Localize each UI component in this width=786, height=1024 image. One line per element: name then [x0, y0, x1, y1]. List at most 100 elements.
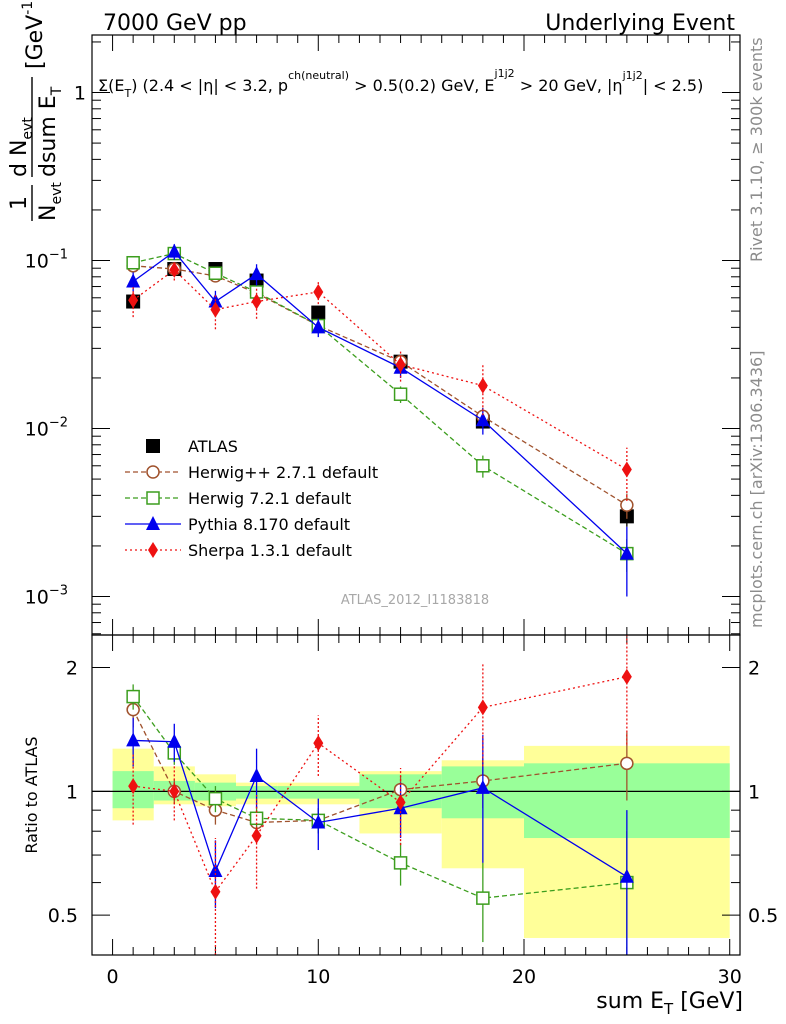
sherpa-marker [210, 301, 221, 318]
ylabel-dsum: dsum ET [36, 86, 65, 177]
ratio-pythia-marker [311, 814, 326, 829]
ratio-pythia-marker [619, 868, 634, 883]
y-tick-label: 1 [74, 83, 86, 105]
y-tick-base: 10 [25, 587, 49, 609]
ratio-pythia-marker [249, 767, 264, 782]
cut-j1j2-sup: j1j2 [494, 67, 515, 80]
ylabel-unit-close: ] [23, 0, 48, 1]
analysis-id: ATLAS_2012_I1183818 [341, 593, 489, 608]
sherpa-marker [477, 377, 488, 394]
y-tick-label: 10−2 [25, 416, 68, 441]
pythia-marker [249, 266, 264, 281]
ratio-frame [91, 634, 741, 956]
ylabel-dsum-text: dsum E [36, 95, 61, 177]
legend-item-herwig7: Herwig 7.2.1 default [125, 489, 351, 508]
ylabel-dn-sub: evt [20, 117, 36, 140]
cut-sigma: Σ [98, 76, 108, 95]
cut-ch-sup: ch(neutral) [288, 69, 349, 82]
legend-label-atlas: ATLAS [188, 437, 238, 456]
herwig7-line [133, 252, 628, 555]
legend-marker-atlas [146, 439, 160, 453]
y-tick-label: 10−3 [25, 584, 68, 609]
x-tick-label: 10 [306, 966, 330, 988]
y-tick-label: 10−1 [25, 248, 68, 273]
ratio-y-tick-label: 0.5 [48, 905, 78, 927]
legend-label-sherpa: Sherpa 1.3.1 default [188, 541, 352, 560]
herwig7-marker [126, 255, 140, 270]
ratio-pythia-marker [475, 779, 490, 794]
pythia-marker [311, 319, 326, 334]
ratio-sherpa-marker [251, 827, 262, 844]
ratio-panel: 0.5 0.51 12 20 10 20 30 [48, 634, 778, 988]
ratio-herwig7-marker [476, 891, 490, 905]
header-right: Underlying Event [545, 11, 735, 36]
ratio-herwig7-marker [126, 689, 140, 704]
ratio-herwig7-marker [208, 791, 223, 806]
cut-pt: > 0.5(0.2) GeV, E [349, 76, 495, 95]
cut-end: | < 2.5) [643, 76, 704, 95]
ylabel-dn-text: d N [7, 140, 32, 177]
legend-label-pythia: Pythia 8.170 default [188, 515, 350, 534]
series-sherpa [128, 260, 632, 502]
y-tick-base: 10 [25, 251, 49, 273]
cut-sub-t: T [123, 87, 131, 100]
x-axis-label: sum ET [GeV] [596, 989, 743, 1018]
ratio-pythia-marker [126, 732, 141, 747]
xlabel-sub: T [663, 1000, 674, 1018]
herwig7-marker [208, 266, 223, 280]
sherpa-marker [251, 293, 262, 310]
legend-item-pythia: Pythia 8.170 default [125, 515, 350, 534]
ratio-sherpa-marker [395, 794, 406, 811]
pythia-marker [167, 243, 182, 258]
ratio-herwig7-marker [249, 811, 264, 826]
ratio-herwig7-line [132, 696, 627, 899]
side-label-mcplots: mcplots.cern.ch [arXiv:1306.3436] [747, 351, 766, 628]
ylabel-unit: [GeV-1] [20, 0, 48, 69]
sherpa-marker [395, 356, 406, 373]
pythia-marker [126, 273, 141, 288]
ratio-sherpa-marker [128, 778, 139, 795]
legend-item-atlas: ATLAS [146, 437, 238, 456]
ylabel-dsum-sub: T [49, 86, 65, 96]
ratio-sherpa-marker [210, 883, 221, 900]
ratio-herwig7-marker [393, 856, 408, 870]
herwig7-marker [393, 387, 408, 401]
side-label-rivet: Rivet 3.1.10, ≥ 300k events [747, 37, 766, 262]
sherpa-line [132, 268, 628, 471]
legend-marker-herwig7 [146, 491, 160, 505]
ratio-y-tick-label-right: 1 [748, 781, 760, 803]
legend-marker-pythia [146, 516, 160, 530]
ylabel-one: 1 [7, 196, 32, 210]
xlabel-main: sum E [596, 989, 664, 1014]
ratio-sherpa-marker [169, 783, 180, 800]
legend-item-herwigpp: Herwig++ 2.7.1 default [125, 463, 378, 482]
pythia-marker [619, 545, 634, 560]
ratio-y-tick-label-right: 0.5 [748, 905, 778, 927]
pythia-marker [475, 412, 490, 427]
legend: ATLAS Herwig++ 2.7.1 default Herwig 7.2.1 … [125, 437, 378, 560]
cut-label: Σ(ET) (2.4 < |η| < 3.2, pch(neutral) > 0… [98, 67, 703, 100]
herwig7-marker [476, 459, 490, 473]
ratio-series-sherpa [128, 635, 632, 955]
y-axis-label-ratio: Ratio to ATLAS [22, 736, 41, 853]
y-tick-base: 10 [25, 419, 49, 441]
ratio-y-tick-label-right: 2 [748, 658, 760, 680]
ylabel-nevt-n: N [36, 205, 61, 221]
ylabel-unit-exp: -1 [20, 1, 36, 15]
pythia-line [132, 250, 628, 555]
ratio-sherpa-line [133, 676, 627, 894]
ratio-y-tick-label: 2 [66, 658, 78, 680]
legend-label-herwigpp: Herwig++ 2.7.1 default [188, 463, 378, 482]
ratio-sherpa-marker [313, 735, 324, 752]
cut-eta-range: ) (2.4 < |η| < 3.2, p [131, 76, 288, 95]
x-tick-label: 30 [718, 966, 742, 988]
legend-item-sherpa: Sherpa 1.3.1 default [125, 541, 352, 560]
ratio-herwigpp-line [132, 709, 627, 824]
y-axis-label-main: 1 Nevt d Nevt dsum ET [GeV-1] [7, 0, 65, 221]
y-tick-exp: −3 [49, 584, 68, 599]
xlabel-unit: [GeV] [673, 989, 743, 1014]
ratio-sherpa-marker [621, 668, 632, 685]
sherpa-marker [128, 292, 139, 309]
ylabel-nevt: Nevt [36, 182, 65, 221]
cut-eta-sup: j1j2 [622, 69, 643, 82]
